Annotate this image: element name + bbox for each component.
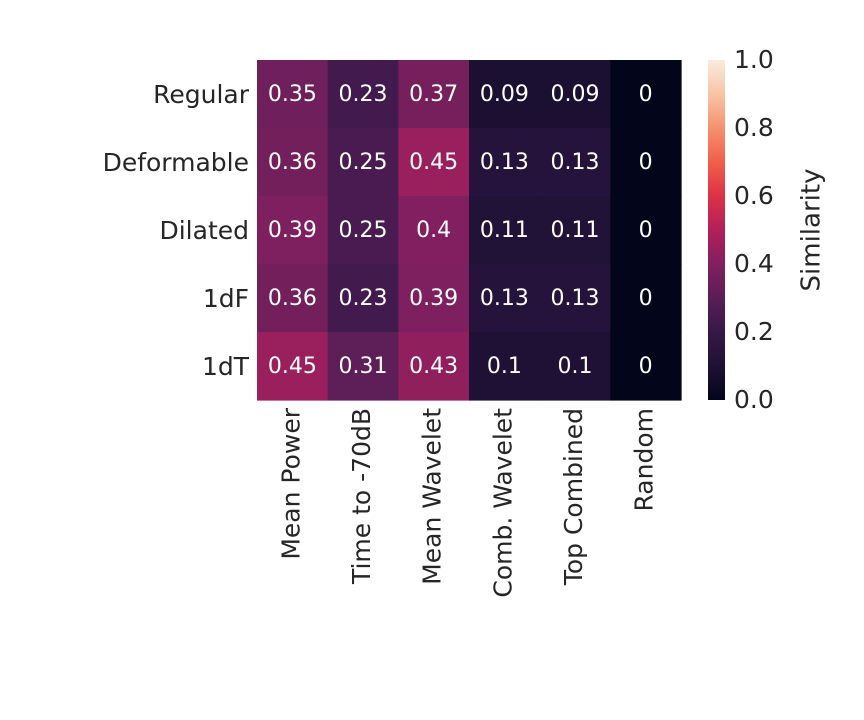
heatmap-cell [327, 60, 399, 129]
heatmap-cell [539, 332, 611, 401]
cell-value-label: 0.09 [551, 82, 600, 107]
cell-value-label: 0.11 [551, 218, 600, 243]
cell-value-label: 0.13 [480, 150, 529, 175]
row-label: 1dF [203, 284, 249, 313]
heatmap-cell [398, 128, 470, 197]
cell-value-label: 0.36 [268, 150, 317, 175]
colorbar-bar [708, 60, 725, 400]
heatmap-cell [539, 264, 611, 333]
heatmap-cell [327, 264, 399, 333]
heatmap-cell [257, 196, 329, 265]
cell-value-label: 0.25 [339, 150, 388, 175]
cell-value-label: 0.1 [558, 354, 593, 379]
row-label: Dilated [159, 216, 249, 245]
heatmap-cell [398, 196, 470, 265]
heatmap-cell [539, 196, 611, 265]
cell-value-label: 0.13 [551, 286, 600, 311]
column-label: Time to -70dB [347, 408, 376, 585]
cell-value-label: 0.45 [409, 150, 458, 175]
cell-value-label: 0 [639, 218, 653, 243]
heatmap-cell [398, 332, 470, 401]
heatmap-cell [469, 128, 541, 197]
column-label: Random [630, 408, 659, 512]
cell-value-label: 0.11 [480, 218, 529, 243]
column-labels: Mean Power Time to -70dB Mean Wavelet Comb.… [276, 407, 658, 597]
heatmap-cell [469, 60, 541, 129]
column-label: Top Combined [559, 408, 588, 586]
cell-value-label: 0 [639, 150, 653, 175]
row-label: 1dT [202, 352, 250, 381]
heatmap-cell [469, 196, 541, 265]
cell-value-label: 0.39 [409, 286, 458, 311]
colorbar-label: Similarity [797, 169, 827, 292]
cell-value-label: 0.45 [268, 354, 317, 379]
row-label: Regular [153, 80, 250, 109]
cell-value-label: 0.36 [268, 286, 317, 311]
row-label: Deformable [103, 148, 249, 177]
cell-value-label: 0.23 [339, 82, 388, 107]
heatmap-cell [610, 128, 682, 197]
heatmap-cell [539, 128, 611, 197]
heatmap-cell [327, 332, 399, 401]
heatmap-cell [539, 60, 611, 129]
cell-value-label: 0.35 [268, 82, 317, 107]
cell-value-label: 0.37 [409, 82, 458, 107]
cell-value-label: 0.43 [409, 354, 458, 379]
heatmap-cell [610, 332, 682, 401]
cell-value-label: 0.39 [268, 218, 317, 243]
cell-value-label: 0.23 [339, 286, 388, 311]
column-label: Mean Wavelet [418, 408, 447, 585]
colorbar-tick-label: 1.0 [734, 45, 774, 74]
cell-value-label: 0.31 [339, 354, 388, 379]
column-label: Mean Power [276, 407, 305, 559]
colorbar-tick-label: 0.4 [734, 249, 774, 278]
heatmap-cell [398, 264, 470, 333]
cell-value-label: 0.4 [416, 218, 451, 243]
heatmap-cell [398, 60, 470, 129]
colorbar-tick-label: 0.2 [734, 317, 774, 346]
heatmap-cell [610, 60, 682, 129]
heatmap-cell [257, 264, 329, 333]
heatmap-cell [327, 128, 399, 197]
row-labels: Regular Deformable Dilated 1dF 1dT [103, 80, 250, 381]
colorbar-tick-label: 0.8 [734, 113, 774, 142]
heatmap-cell [610, 264, 682, 333]
heatmap-cell [257, 128, 329, 197]
colorbar-tick-label: 0.6 [734, 181, 774, 210]
column-label: Comb. Wavelet [488, 408, 517, 598]
heatmap-cell [469, 332, 541, 401]
cell-value-label: 0.09 [480, 82, 529, 107]
cell-value-label: 0.13 [551, 150, 600, 175]
heatmap-cell [257, 60, 329, 129]
heatmap-cell [257, 332, 329, 401]
heatmap-cell [610, 196, 682, 265]
cell-value-label: 0 [639, 286, 653, 311]
cell-value-label: 0 [639, 354, 653, 379]
colorbar: 0.0 0.2 0.4 0.6 0.8 1.0 Similarity [708, 45, 827, 414]
cell-value-label: 0 [639, 82, 653, 107]
cell-value-label: 0.13 [480, 286, 529, 311]
colorbar-tick-label: 0.0 [734, 385, 774, 414]
cell-value-label: 0.1 [487, 354, 522, 379]
heatmap-cells: 0.35 0.23 0.37 0.09 0.09 0 0.36 0.25 0.45 0.13 0.1… [257, 60, 682, 401]
cell-value-label: 0.25 [339, 218, 388, 243]
heatmap-cell [327, 196, 399, 265]
heatmap-cell [469, 264, 541, 333]
